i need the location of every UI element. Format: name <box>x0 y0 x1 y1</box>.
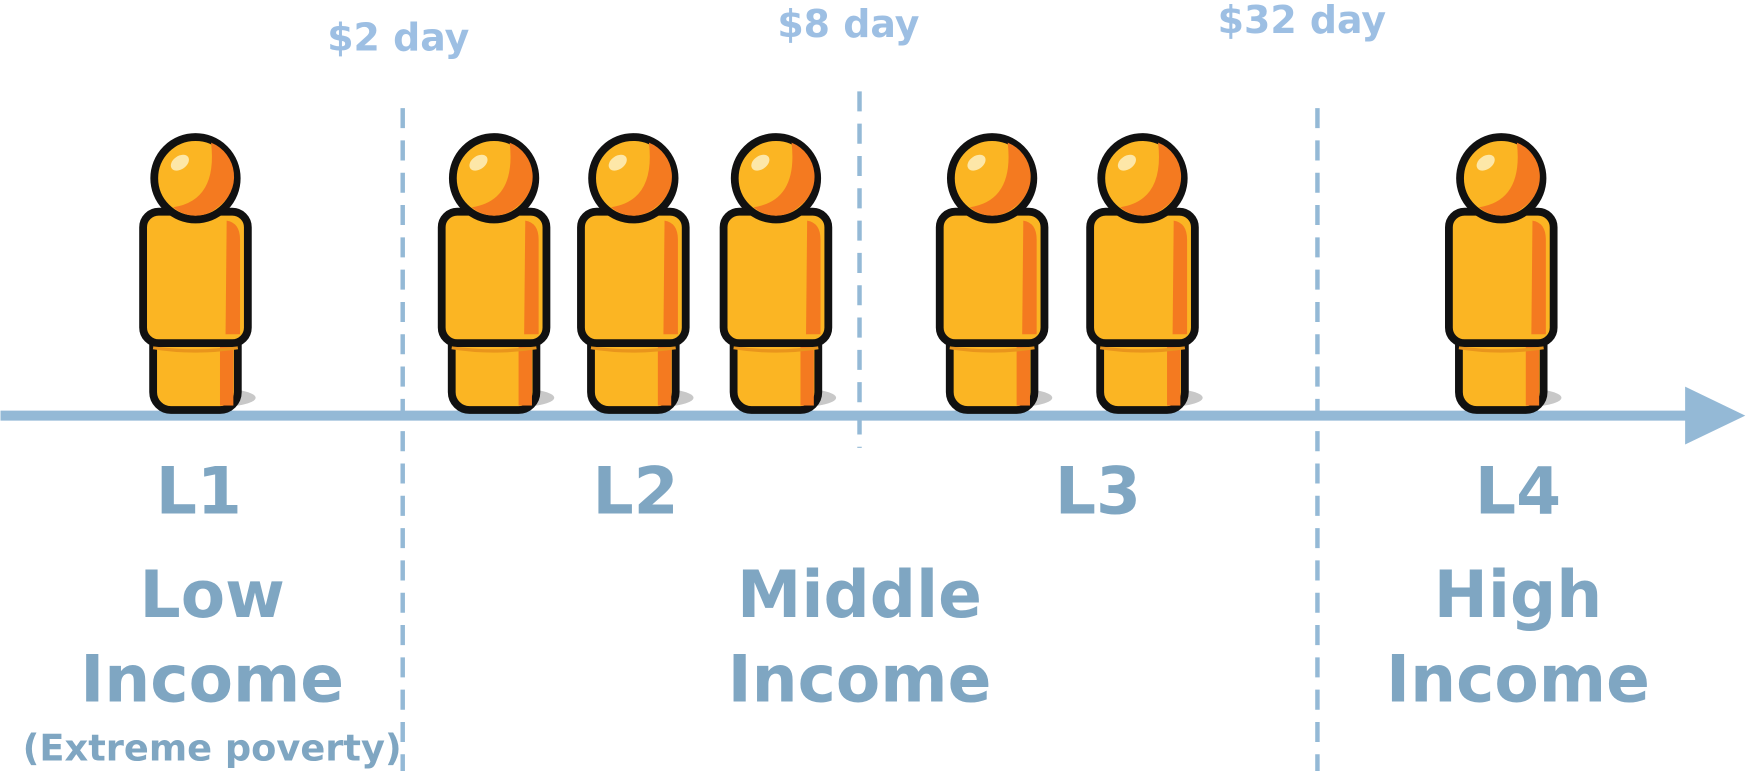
people <box>143 137 1561 410</box>
person-icon <box>724 137 837 410</box>
level-label: L2 <box>593 454 679 529</box>
group-label: High <box>1434 558 1602 633</box>
group-note: (Extreme poverty) <box>23 726 402 769</box>
person-icon <box>1449 137 1562 410</box>
axis <box>0 386 1746 445</box>
person-icon <box>143 137 256 410</box>
group-label: Middle <box>737 558 982 633</box>
group-label: Income <box>728 643 992 718</box>
level-label: L3 <box>1055 454 1141 529</box>
person-icon <box>442 137 555 410</box>
threshold-label: $2 day <box>327 16 469 60</box>
level-label: L4 <box>1475 454 1561 529</box>
dividers <box>400 91 1320 771</box>
threshold-label: $32 day <box>1218 0 1386 42</box>
person-icon <box>581 137 694 410</box>
level-label: L1 <box>156 454 242 529</box>
person-icon <box>1090 137 1203 410</box>
person-icon <box>940 137 1053 410</box>
threshold-label: $8 day <box>777 2 919 46</box>
group-label: Income <box>1386 643 1650 718</box>
axis-arrowhead <box>1685 386 1746 445</box>
group-label: Low <box>140 558 285 633</box>
group-label: Income <box>80 643 344 718</box>
